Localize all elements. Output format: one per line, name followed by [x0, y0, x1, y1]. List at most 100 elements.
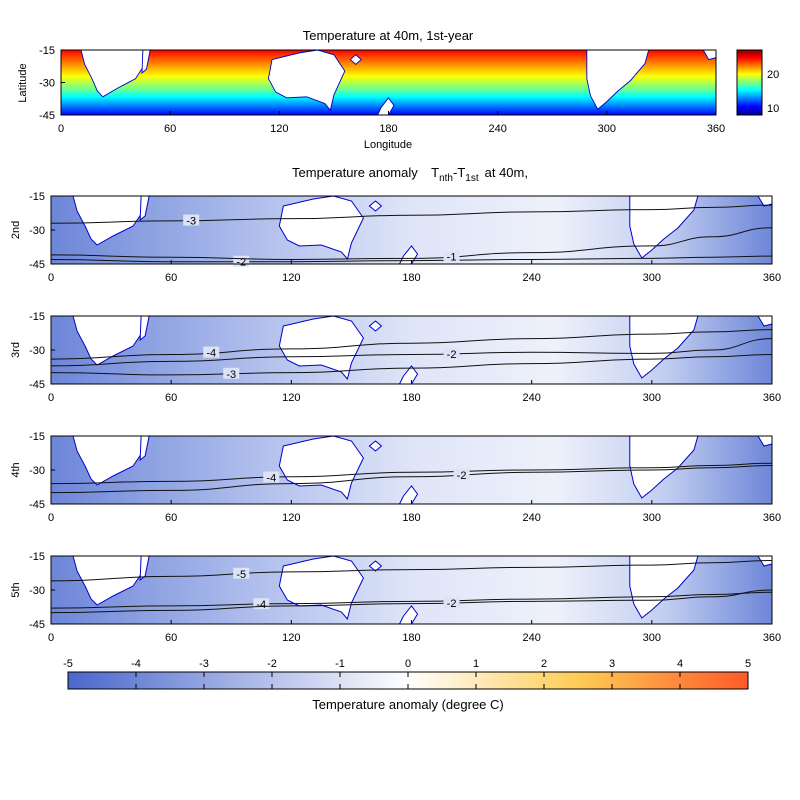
anomaly-colorbar-tick-label: -2: [267, 658, 277, 670]
anomaly-panel-name: 4th: [10, 462, 22, 477]
anomaly-xtick-label: 180: [402, 392, 420, 404]
anomaly-panel-5th: -5 -4 -2 -15 -30 -450 60 120 180 240 300 360 5th: [10, 551, 781, 644]
svg-text:Temperature anomaly Tnth: Temperature anomaly Tnth-T1st at 40m,: [292, 165, 528, 184]
sst-xtick-label: 300: [598, 123, 616, 135]
contour-line: [50, 354, 773, 376]
sst-xlabel: Longitude: [364, 139, 412, 151]
anomaly-colorbar-label: Temperature anomaly (degree C): [312, 697, 503, 712]
anomaly-xtick-label: 60: [165, 512, 177, 524]
anomaly-xtick-label: 60: [165, 392, 177, 404]
anomaly-ytick-label: -15: [29, 431, 45, 443]
anomaly-xtick-label: 180: [402, 272, 420, 284]
sst-ytick-label: -15: [39, 45, 55, 57]
anomaly-colorbar-tick-label: -4: [131, 658, 141, 670]
anomaly-xtick-label: 120: [282, 272, 300, 284]
contour-label: -2: [447, 349, 457, 361]
contour-label-bg: [443, 250, 460, 262]
contour-label: -2: [447, 598, 457, 610]
anomaly-panel-3rd: -4 -3 -2 -15 -30 -450 60 120 180 240 300 360 3rd: [10, 311, 781, 404]
contour-line: [50, 464, 773, 494]
contour-label: -1: [447, 251, 457, 263]
contour-label: -4: [206, 348, 216, 360]
sst-panel: Temperature at 40m, 1st-year -15 -30 -45 0…: [17, 28, 779, 151]
anomaly-colorbar-tick-label: -1: [335, 658, 345, 670]
contour-label-bg: [233, 567, 250, 579]
anomaly-title-main: Temperature anomaly: [292, 165, 418, 180]
contour-label-bg: [253, 598, 270, 610]
contour-label-bg: [443, 347, 460, 359]
anomaly-title: Temperature anomaly Tnth-T1st at 40m,: [292, 165, 528, 184]
sst-colorbar-tick-label: 10: [767, 103, 779, 115]
anomaly-ytick-label: -45: [29, 499, 45, 511]
anomaly-xtick-label: 240: [522, 272, 540, 284]
anomaly-xtick-label: 300: [643, 512, 661, 524]
contour-label: -3: [186, 216, 196, 228]
contour-line: [50, 204, 773, 224]
sst-xtick-label: 360: [707, 123, 725, 135]
contour-label: -2: [236, 257, 246, 269]
contour-line: [50, 591, 773, 609]
anomaly-panel-2nd: -3 -2 -1 -15 -30 -450 60 120 180 240 300 360 2nd: [10, 191, 781, 284]
anomaly-panel-4th: -4 -2 -15 -30 -450 60 120 180 240 300 360 4th: [10, 431, 781, 524]
sst-xtick-label: 180: [379, 123, 397, 135]
anomaly-panel-name: 5th: [10, 582, 22, 597]
anomaly-ytick-label: -15: [29, 311, 45, 323]
anomaly-xtick-label: 180: [402, 632, 420, 644]
sst-x-ticks: 0 60 120 180 240 300 360: [58, 111, 725, 135]
contour-label-bg: [443, 596, 460, 608]
sst-y-ticks: -15 -30 -45: [39, 45, 65, 122]
contour-label-bg: [263, 471, 280, 483]
anomaly-xtick-label: 300: [643, 632, 661, 644]
contour-label-bg: [223, 367, 240, 379]
contour-line: [50, 329, 773, 360]
anomaly-title-suffix: at 40m,: [485, 165, 528, 180]
anomaly-colorbar: -5 -4 -3 -2 -1 0 1 2 3 4 5 Temperature anomaly (de…: [63, 658, 751, 712]
anomaly-ytick-label: -15: [29, 191, 45, 203]
anomaly-panel-name: 2nd: [10, 221, 22, 239]
anomaly-colorbar-tick-label: 0: [405, 658, 411, 670]
anomaly-xtick-label: 60: [165, 272, 177, 284]
anomaly-xtick-label: 360: [763, 632, 781, 644]
contour-label: -4: [256, 599, 266, 611]
sst-colorbar: [736, 49, 763, 116]
anomaly-ytick-label: -45: [29, 259, 45, 271]
anomaly-colorbar-tick-label: 5: [745, 658, 751, 670]
anomaly-ytick-label: -30: [29, 465, 45, 477]
anomaly-xtick-label: 240: [522, 392, 540, 404]
anomaly-colorbar-tick-label: 4: [677, 658, 683, 670]
anomaly-xtick-label: 0: [48, 392, 54, 404]
sst-ytick-label: -30: [39, 78, 55, 90]
contour-label: -4: [266, 473, 276, 485]
anomaly-xtick-label: 120: [282, 392, 300, 404]
contour-label: -5: [236, 569, 246, 581]
contour-label-bg: [183, 214, 200, 226]
contour-line: [50, 338, 773, 367]
anomaly-title-sub1: nth: [439, 173, 453, 184]
anomaly-xtick-label: 240: [522, 632, 540, 644]
contour-label: -2: [457, 470, 467, 482]
anomaly-xtick-label: 240: [522, 512, 540, 524]
sst-title: Temperature at 40m, 1st-year: [303, 28, 474, 43]
anomaly-ytick-label: -15: [29, 551, 45, 563]
anomaly-ytick-label: -45: [29, 379, 45, 391]
sst-xtick-label: 120: [270, 123, 288, 135]
anomaly-xtick-label: 0: [48, 272, 54, 284]
contour-label-bg: [453, 468, 470, 480]
anomaly-xtick-label: 360: [763, 272, 781, 284]
anomaly-colorbar-tick-label: 2: [541, 658, 547, 670]
contour-label-bg: [203, 346, 220, 358]
anomaly-xtick-label: 0: [48, 512, 54, 524]
anomaly-title-sub2: 1st: [465, 173, 479, 184]
anomaly-panel-name: 3rd: [10, 342, 22, 358]
contour-label: -3: [226, 369, 236, 381]
anomaly-colorbar-ticks: -5 -4 -3 -2 -1 0 1 2 3 4 5: [63, 658, 751, 689]
anomaly-colorbar-tick-label: 1: [473, 658, 479, 670]
anomaly-xtick-label: 60: [165, 632, 177, 644]
anomaly-xtick-label: 360: [763, 512, 781, 524]
anomaly-colorbar-tick-label: 3: [609, 658, 615, 670]
anomaly-xtick-label: 0: [48, 632, 54, 644]
anomaly-ytick-label: -30: [29, 225, 45, 237]
contour-label-bg: [233, 255, 250, 267]
